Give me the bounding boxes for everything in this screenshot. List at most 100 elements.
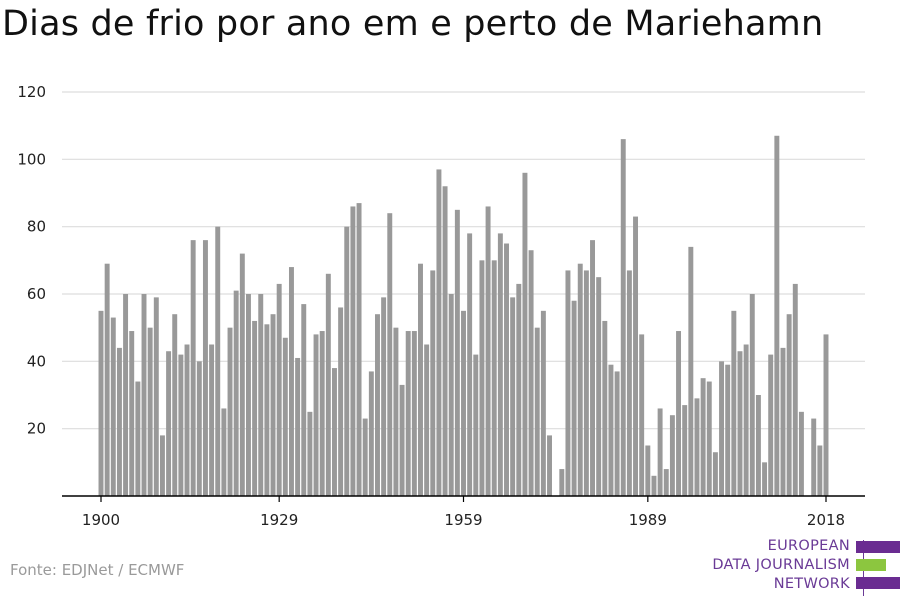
bar-1940 <box>344 226 350 496</box>
x-tick-label-2018: 2018 <box>807 511 845 529</box>
bar-1907 <box>141 294 147 496</box>
bar-1934 <box>307 411 313 496</box>
bar-1959 <box>461 310 466 496</box>
y-tick-label-80: 80 <box>27 218 46 236</box>
bar-2017 <box>817 445 823 496</box>
bar-1906 <box>135 381 141 496</box>
bar-1971 <box>534 327 540 496</box>
bar-1954 <box>430 270 436 496</box>
bar-2005 <box>743 344 749 496</box>
bar-1999 <box>706 381 712 496</box>
bar-1977 <box>571 300 577 496</box>
bar-2008 <box>762 462 768 496</box>
y-tick-label-20: 20 <box>27 420 46 438</box>
bar-1997 <box>694 398 700 496</box>
x-tick-label-1900: 1900 <box>82 511 120 529</box>
bars <box>98 135 829 497</box>
bar-1921 <box>227 327 233 496</box>
bar-1920 <box>221 408 227 496</box>
bar-1981 <box>596 277 602 496</box>
bar-1922 <box>233 290 239 496</box>
bar-1983 <box>608 364 614 496</box>
bar-1929 <box>276 283 282 496</box>
x-tick-label-1989: 1989 <box>629 511 667 529</box>
bar-1912 <box>172 314 178 496</box>
bar-1919 <box>215 226 221 496</box>
bar-2003 <box>731 310 737 496</box>
bar-1985 <box>620 139 626 496</box>
bar-1968 <box>516 283 522 496</box>
bar-1915 <box>190 240 196 496</box>
x-axis: 1900 1929 1959 1989 2018 <box>62 495 865 529</box>
bar-1923 <box>239 253 245 496</box>
logo-bar-purple-top <box>856 541 900 553</box>
edjnet-logo: EUROPEAN DATA JOURNALISM NETWORK <box>710 538 900 596</box>
bar-1989 <box>645 445 651 496</box>
bar-1901 <box>104 263 110 496</box>
chart-title: Dias de frio por ano em e perto de Marie… <box>2 4 824 44</box>
bar-1949 <box>399 384 405 496</box>
bar-1946 <box>381 297 387 496</box>
bar-1972 <box>540 310 546 496</box>
bar-1982 <box>602 320 608 496</box>
bar-2011 <box>780 347 786 496</box>
bar-1996 <box>688 246 694 496</box>
y-tick-label-60: 60 <box>27 285 46 303</box>
bar-1941 <box>350 206 356 496</box>
logo-bar-purple-bottom <box>856 577 900 589</box>
x-tick-label-1929: 1929 <box>260 511 298 529</box>
bar-1927 <box>264 324 270 496</box>
bar-1943 <box>362 418 368 496</box>
bar-1935 <box>313 334 319 496</box>
x-tick-label-1959: 1959 <box>444 511 482 529</box>
bar-1990 <box>651 475 657 496</box>
bar-1933 <box>301 304 307 496</box>
bar-1991 <box>657 408 663 496</box>
logo-line-1: EUROPEAN <box>767 538 850 554</box>
bar-1992 <box>663 469 669 496</box>
bar-1911 <box>166 351 172 496</box>
bar-1969 <box>522 172 528 497</box>
bar-1942 <box>356 203 362 496</box>
bar-2001 <box>719 361 725 496</box>
bar-1910 <box>159 435 165 496</box>
bar-1926 <box>258 294 264 496</box>
bar-2010 <box>774 135 780 496</box>
bar-2000 <box>712 452 718 496</box>
bar-1979 <box>583 270 589 496</box>
bar-1905 <box>129 331 135 496</box>
bar-1939 <box>338 307 344 496</box>
bar-1978 <box>577 263 583 496</box>
bar-1970 <box>528 250 534 496</box>
logo-line-2: DATA JOURNALISM <box>712 557 850 573</box>
logo-bar-green <box>856 559 886 571</box>
bar-2018 <box>823 334 829 496</box>
bar-1975 <box>559 469 565 496</box>
bar-1945 <box>375 314 380 496</box>
bar-1987 <box>633 216 639 497</box>
bar-1904 <box>123 294 129 496</box>
bar-1980 <box>590 240 595 496</box>
bar-2013 <box>792 283 798 496</box>
bar-1938 <box>332 368 337 496</box>
y-tick-label-100: 100 <box>17 150 46 168</box>
bar-1966 <box>504 243 509 496</box>
bar-1965 <box>497 233 503 496</box>
logo-line-3: NETWORK <box>773 576 850 592</box>
bar-1956 <box>442 186 448 496</box>
bar-1932 <box>295 357 301 496</box>
bar-1963 <box>485 206 491 496</box>
bar-2016 <box>811 418 817 496</box>
bar-1998 <box>700 378 706 496</box>
bar-1964 <box>491 260 497 496</box>
bar-chart: 20 40 60 80 100 120 1900 1929 1959 1989 2018 <box>17 83 865 529</box>
y-axis-tick-labels: 20 40 60 80 100 120 <box>17 83 46 438</box>
bar-1924 <box>245 294 251 496</box>
bar-1917 <box>202 240 208 496</box>
bar-1930 <box>282 337 288 496</box>
bar-1952 <box>418 263 423 496</box>
bar-2006 <box>749 294 755 496</box>
bar-1937 <box>325 273 331 496</box>
bar-1916 <box>196 361 202 496</box>
bar-1900 <box>98 310 104 496</box>
